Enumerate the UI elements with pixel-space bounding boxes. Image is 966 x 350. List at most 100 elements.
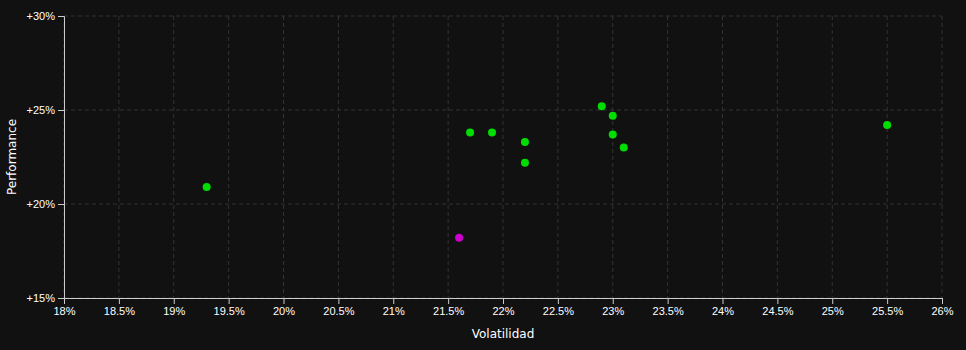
y-tick: +15% (27, 292, 64, 304)
x-tick-mark (393, 298, 394, 304)
series (203, 102, 891, 191)
grid-line-x (228, 16, 229, 298)
x-tick-mark (284, 298, 285, 304)
x-tick: 18.5% (104, 298, 135, 317)
grid-line-x (283, 16, 284, 298)
x-tick-label: 20% (273, 305, 295, 317)
series (455, 234, 463, 242)
x-tick: 23.5% (653, 298, 684, 317)
grid-line-y (64, 16, 942, 17)
x-tick-mark (777, 298, 778, 304)
x-tick-mark (723, 298, 724, 304)
x-tick: 23% (602, 298, 624, 317)
points (203, 102, 891, 242)
x-tick-mark (668, 298, 669, 304)
y-tick: +20% (27, 198, 64, 210)
x-axis-line (65, 299, 943, 305)
x-tick-label: 18% (53, 305, 75, 317)
x-tick: 26% (931, 298, 953, 317)
x-tick: 25.5% (872, 298, 903, 317)
x-tick-label: 23.5% (653, 305, 684, 317)
grid-line-x (557, 16, 558, 298)
point (609, 112, 617, 120)
grid-line-x (777, 16, 778, 298)
point (609, 130, 617, 138)
x-tick-label: 23% (602, 305, 624, 317)
y-tick: +25% (27, 104, 64, 116)
x-tick-mark (942, 298, 943, 304)
grid-line-x (887, 16, 888, 298)
point (455, 234, 463, 242)
x-tick-label: 19.5% (214, 305, 245, 317)
x-tick-mark (174, 298, 175, 304)
x-tick-mark (558, 298, 559, 304)
point (620, 144, 628, 152)
x-tick-mark (832, 298, 833, 304)
grid-line-x (612, 16, 613, 298)
x-tick: 18% (53, 298, 75, 317)
grid-line-x (832, 16, 833, 298)
x-tick: 19.5% (214, 298, 245, 317)
y-tick-label: +30% (27, 10, 56, 22)
chart: 18% 18.5% 19% 19.5% 20% 20.5% 21% 21.5% 22% 22.5%… (0, 0, 966, 350)
y-tick-mark (58, 204, 64, 205)
x-tick-mark (338, 298, 339, 304)
point (488, 129, 496, 137)
x-tick: 25% (822, 298, 844, 317)
x-tick: 24.5% (762, 298, 793, 317)
x-tick: 22% (492, 298, 514, 317)
y-tick-mark (58, 298, 64, 299)
grid (64, 16, 942, 298)
point (883, 121, 891, 129)
grid-line-x (667, 16, 668, 298)
grid-line-y (64, 204, 942, 205)
x-tick-label: 18.5% (104, 305, 135, 317)
grid-line-x (118, 16, 119, 298)
x-tick-label: 22.5% (543, 305, 574, 317)
x-tick-mark (503, 298, 504, 304)
point (521, 159, 529, 167)
point (598, 102, 606, 110)
x-tick-label: 24.5% (762, 305, 793, 317)
point (466, 129, 474, 137)
x-tick-label: 21% (383, 305, 405, 317)
x-tick-label: 21.5% (433, 305, 464, 317)
grid-line-x (448, 16, 449, 298)
x-tick: 21.5% (433, 298, 464, 317)
y-axis: +15% +20% +25% +30% (27, 10, 65, 304)
x-tick: 20% (273, 298, 295, 317)
x-tick-mark (229, 298, 230, 304)
x-tick-label: 25% (822, 305, 844, 317)
x-tick-label: 20.5% (323, 305, 354, 317)
y-tick-label: +25% (27, 104, 56, 116)
x-tick: 19% (163, 298, 185, 317)
y-tick-label: +15% (27, 292, 56, 304)
plot: 18% 18.5% 19% 19.5% 20% 20.5% 21% 21.5% 22% 22.5%… (27, 10, 954, 317)
x-tick-mark (887, 298, 888, 304)
grid-line-y (64, 110, 942, 111)
y-tick-mark (58, 16, 64, 17)
x-tick-label: 25.5% (872, 305, 903, 317)
x-tick: 22.5% (543, 298, 574, 317)
x-tick: 20.5% (323, 298, 354, 317)
y-axis-title: Performance (5, 119, 19, 195)
x-tick-mark (119, 298, 120, 304)
grid-line-x (722, 16, 723, 298)
x-tick-mark (613, 298, 614, 304)
y-axis-line (58, 17, 65, 299)
x-tick: 24% (712, 298, 734, 317)
y-tick-mark (58, 110, 64, 111)
x-tick: 21% (383, 298, 405, 317)
grid-line-x (393, 16, 394, 298)
grid-line-x (942, 16, 943, 298)
x-tick-mark (448, 298, 449, 304)
y-tick: +30% (27, 10, 64, 22)
x-tick-label: 22% (492, 305, 514, 317)
y-tick-label: +20% (27, 198, 56, 210)
point (203, 183, 211, 191)
grid-line-x (503, 16, 504, 298)
x-tick-label: 24% (712, 305, 734, 317)
grid-line-x (173, 16, 174, 298)
grid-line-x (338, 16, 339, 298)
x-tick-label: 19% (163, 305, 185, 317)
